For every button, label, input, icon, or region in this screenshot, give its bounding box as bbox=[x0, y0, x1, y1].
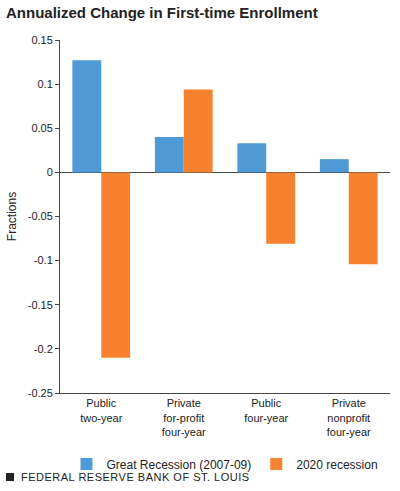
svg-text:Privatefor-profitfour-year: Privatefor-profitfour-year bbox=[162, 397, 206, 438]
svg-text:Privatenonprofitfour-year: Privatenonprofitfour-year bbox=[327, 397, 371, 438]
svg-text:Annualized Change in First-tim: Annualized Change in First-time Enrollme… bbox=[6, 4, 318, 21]
svg-text:-0.25: -0.25 bbox=[28, 387, 53, 399]
svg-text:-0.05: -0.05 bbox=[28, 210, 53, 222]
svg-text:0.15: 0.15 bbox=[31, 34, 52, 46]
html-text:FEDERAL RESERVE BANK OF ST. LO: FEDERAL RESERVE BANK OF ST. LOUIS bbox=[21, 471, 250, 483]
svg-text:0.1: 0.1 bbox=[38, 78, 53, 90]
svg-text:-0.1: -0.1 bbox=[34, 254, 53, 266]
svg-text:-0.15: -0.15 bbox=[28, 299, 53, 311]
svg-text:Great Recession (2007-09): Great Recession (2007-09) bbox=[107, 458, 252, 472]
svg-text:0.05: 0.05 bbox=[31, 122, 52, 134]
svg-text:Fractions: Fractions bbox=[5, 192, 19, 241]
svg-text:2020 recession: 2020 recession bbox=[296, 458, 377, 472]
svg-text:Publictwo-year: Publictwo-year bbox=[80, 397, 123, 423]
svg-text:0: 0 bbox=[47, 166, 53, 178]
svg-text:-0.2: -0.2 bbox=[34, 343, 53, 355]
svg-text:Publicfour-year: Publicfour-year bbox=[244, 397, 288, 423]
